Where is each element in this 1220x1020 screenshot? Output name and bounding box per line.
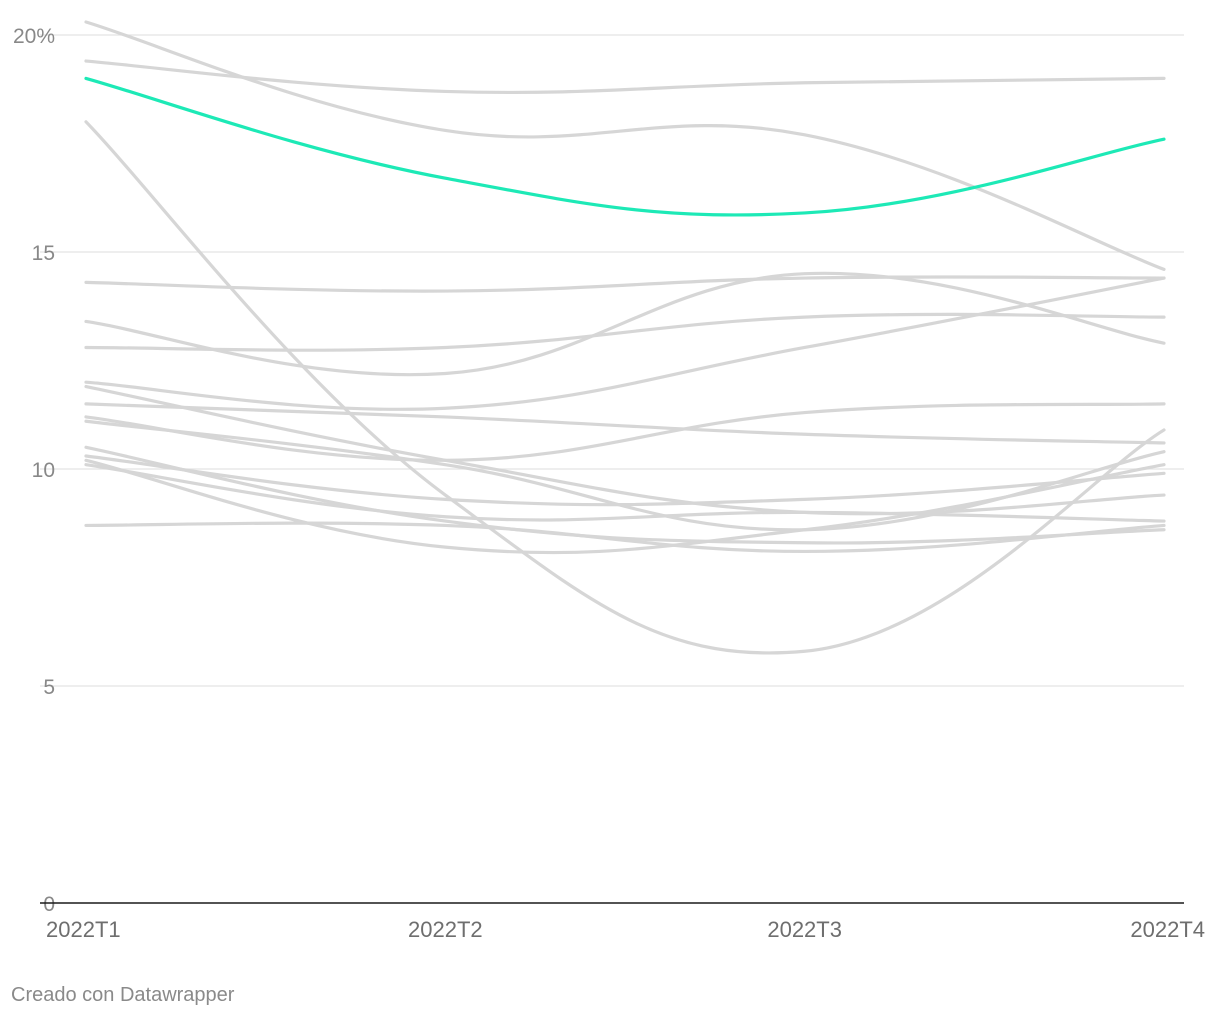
series-line [84, 276, 1166, 411]
series-line [84, 59, 1166, 95]
y-tick-label: 5 [43, 676, 55, 699]
x-tick-label: 2022T1 [46, 917, 121, 942]
series-line [84, 419, 1166, 532]
series-line [84, 458, 1166, 555]
series-line [84, 402, 1166, 462]
series-line [84, 271, 1166, 377]
y-tick-label: 10 [32, 459, 55, 482]
y-tick-label: 20% [13, 25, 55, 48]
x-tick-label: 2022T3 [767, 917, 842, 942]
series-line [84, 402, 1166, 445]
series-line [84, 20, 1166, 271]
series-line [84, 521, 1166, 554]
gridlines [40, 34, 1184, 687]
series-line [84, 312, 1166, 352]
x-tick-label: 2022T4 [1130, 917, 1205, 942]
series-line-highlighted [84, 76, 1166, 217]
series-line [84, 445, 1166, 545]
series-line [84, 463, 1166, 523]
series-line [84, 454, 1166, 507]
y-tick-label: 0 [43, 893, 55, 916]
x-tick-label: 2022T2 [408, 917, 483, 942]
credit-text: Creado con Datawrapper [11, 984, 235, 1006]
series-line [84, 275, 1166, 293]
y-tick-label: 15 [32, 242, 55, 265]
series-line [84, 384, 1166, 516]
series-line [84, 120, 1166, 655]
line-chart: 0 5 10 15 20% 2022T1 2022T2 2022T3 2022T4 [13, 20, 1205, 942]
axes: 0 5 10 15 20% 2022T1 2022T2 2022T3 2022T4 [13, 25, 1205, 942]
series-lines [84, 20, 1166, 655]
